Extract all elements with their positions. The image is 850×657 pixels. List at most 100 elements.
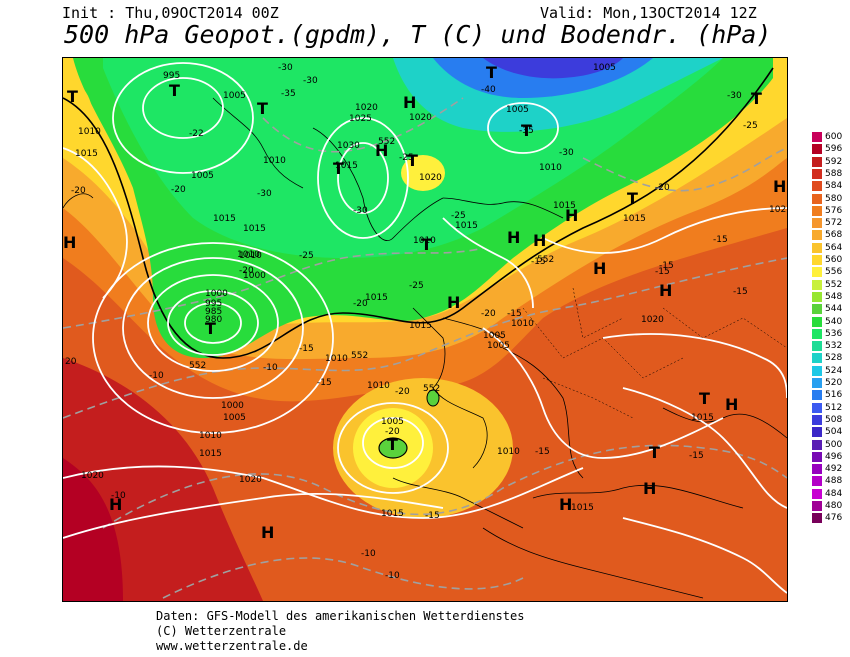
scale-level: 548 [812,291,848,302]
scale-value: 592 [825,156,843,167]
temp-label: -15 [507,309,522,319]
scale-swatch [812,193,822,204]
pressure-label: 1000 [205,289,228,299]
high-marker: H [773,177,786,196]
pressure-label: 1015 [623,214,646,224]
pressure-label: 20 [65,357,77,367]
low-marker: T [333,159,344,178]
scale-swatch [812,402,822,413]
low-marker: T [407,151,418,170]
temp-label: -30 [353,206,368,216]
pressure-label: 1010 [78,127,101,137]
scale-level: 492 [812,464,848,475]
pressure-label: 1015 [213,214,236,224]
scale-swatch [812,230,822,241]
low-marker: T [205,319,216,338]
gpdm-label: 552 [423,384,440,394]
pressure-label: 1005 [593,63,616,73]
pressure-label: 1020 [419,173,442,183]
scale-value: 508 [825,414,843,425]
isobars [63,62,787,594]
scale-value: 540 [825,316,843,327]
scale-swatch [812,144,822,155]
high-pressure-centers: H H H H H H H H H H H H H H H [63,93,786,542]
high-marker: H [63,233,76,252]
low-marker: T [649,443,660,462]
temp-label: -35 [519,126,534,136]
pressure-label: 1015 [381,509,404,519]
temp-label: -20 [353,299,368,309]
scale-level: 532 [812,341,848,352]
pressure-label: 1030 [337,141,360,151]
pressure-label: 1015 [365,293,388,303]
low-marker: T [67,87,78,106]
temp-label: -20 [239,266,254,276]
footer-url: www.wetterzentrale.de [156,639,308,653]
scale-level: 596 [812,144,848,155]
scale-level: 564 [812,242,848,253]
temp-label: -15 [299,344,314,354]
temp-label: -20 [385,427,400,437]
scale-swatch [812,427,822,438]
contour-552 [63,67,774,359]
scale-swatch [812,488,822,499]
pressure-label: 1005 [487,341,510,351]
scale-value: 504 [825,427,843,438]
pressure-label: 1010 [199,431,222,441]
pressure-label: 1005 [223,91,246,101]
temp-label: -20 [481,309,496,319]
pressure-label: 1010 [239,251,262,261]
temp-label: -25 [409,281,424,291]
pressure-label: 1015 [571,503,594,513]
gpdm-label: 552 [351,351,368,361]
temp-label: -15 [535,447,550,457]
pressure-label: 1010 [413,236,436,246]
pressure-label: 1010 [511,319,534,329]
scale-level: 536 [812,328,848,339]
pressure-label: 1015 [199,449,222,459]
scale-swatch [812,132,822,142]
scale-swatch [812,513,822,524]
scale-value: 516 [825,390,843,401]
scale-value: 484 [825,488,843,499]
scale-level: 520 [812,378,848,388]
temp-label: -30 [559,148,574,158]
scale-value: 496 [825,451,843,462]
temp-label: -30 [257,189,272,199]
high-marker: H [447,293,460,312]
gpdm-label: 552 [189,361,206,371]
scale-level: 524 [812,365,848,376]
temp-label: -15 [733,287,748,297]
scale-level: 480 [812,501,848,511]
pressure-label: 1015 [243,224,266,234]
temp-label: -22 [189,129,204,139]
scale-swatch [812,156,822,167]
temperature-labels: -30 -35 -30 -40 -35 -30 -30 -25 -22 -20 … [71,63,758,581]
pressure-label: 1005 [506,105,529,115]
scale-swatch [812,267,822,278]
scale-level: 592 [812,156,848,167]
pressure-label: 980 [205,315,222,325]
scale-swatch [812,464,822,475]
scale-value: 584 [825,181,843,192]
scale-swatch [812,476,822,487]
scale-value: 552 [825,279,843,290]
scale-swatch [812,378,822,388]
pressure-label: 1005 [483,331,506,341]
scale-level: 572 [812,218,848,229]
temp-label: -15 [425,511,440,521]
color-scale-legend: 600 596 592 588 584 580 576 572 568 564 560 556 552 5… [812,132,848,528]
temp-label: -10 [263,363,278,373]
temp-label: -15 [659,261,674,271]
scale-value: 512 [825,402,843,413]
footer-copyright: (C) Wetterzentrale [156,624,287,638]
scale-swatch [812,279,822,290]
high-marker: H [643,479,656,498]
scale-level: 516 [812,390,848,401]
scale-swatch [812,328,822,339]
scale-swatch [812,451,822,462]
temp-label: -30 [727,91,742,101]
scale-swatch [812,218,822,229]
pressure-label: 1015 [455,221,478,231]
pressure-label: 1005 [381,417,404,427]
